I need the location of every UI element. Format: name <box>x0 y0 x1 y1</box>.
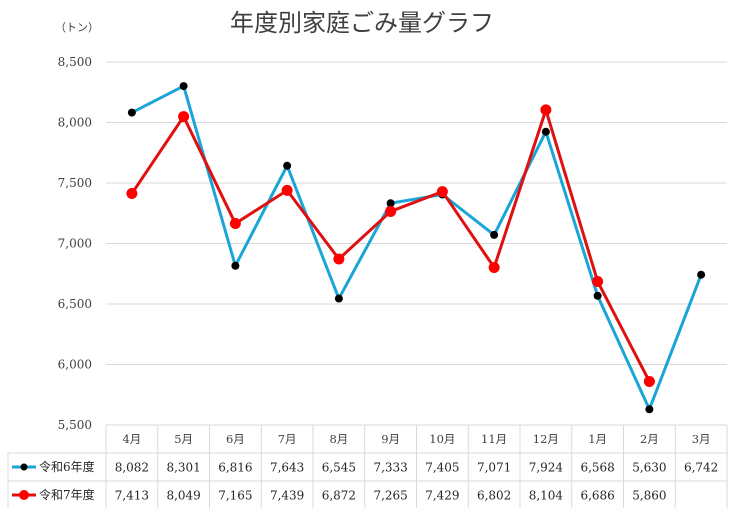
table-value-cell: 7,429 <box>425 489 459 503</box>
data-point <box>593 291 602 300</box>
x-category-label: 11月 <box>481 432 507 446</box>
data-point <box>334 294 343 303</box>
data-point <box>386 199 395 208</box>
data-point <box>645 405 654 414</box>
x-category-label: 1月 <box>588 432 607 446</box>
table-value-cell: 6,686 <box>580 489 614 503</box>
table-value-cell: 6,568 <box>580 461 614 475</box>
data-point <box>179 82 188 91</box>
x-category-label: 3月 <box>692 432 711 446</box>
gridlines <box>106 61 727 426</box>
legend-label: 令和6年度 <box>39 459 95 474</box>
table-value-cell: 8,301 <box>166 461 200 475</box>
data-point <box>229 218 241 230</box>
y-tick-label: 7,500 <box>58 176 92 190</box>
table-value-cell: 6,742 <box>684 461 718 475</box>
y-axis-tick-labels: 5,500 6,000 6,500 7,000 7,500 8,000 8,500 <box>58 55 92 432</box>
legend-label: 令和7年度 <box>39 487 95 502</box>
table-value-cell: 7,413 <box>115 489 149 503</box>
table-value-cell: 8,082 <box>115 461 149 475</box>
data-point <box>488 261 500 273</box>
series-lines <box>126 82 706 414</box>
data-point <box>231 261 240 270</box>
data-point <box>385 205 397 217</box>
table-value-cell: 7,924 <box>529 461 564 475</box>
table-value-cell: 5,630 <box>632 461 666 475</box>
data-point <box>697 270 706 279</box>
data-point <box>333 253 345 265</box>
y-tick-label: 8,000 <box>58 116 92 130</box>
legend-marker-key <box>20 463 28 471</box>
y-tick-label: 6,000 <box>58 358 92 372</box>
chart-title: 年度別家庭ごみ量グラフ <box>230 9 494 37</box>
x-category-label: 9月 <box>381 432 400 446</box>
series-line <box>131 84 703 411</box>
x-category-label: 5月 <box>174 432 193 446</box>
table-value-cell: 7,405 <box>425 461 459 475</box>
x-category-label: 10月 <box>429 432 455 446</box>
table-value-cell: 7,071 <box>477 461 511 475</box>
series-line <box>130 108 651 383</box>
table-value-cell: 7,439 <box>270 489 304 503</box>
table-value-cell: 7,265 <box>373 489 407 503</box>
table-value-cell: 8,049 <box>166 489 200 503</box>
data-point <box>643 375 655 387</box>
data-point <box>541 127 550 136</box>
x-category-label: 8月 <box>329 432 348 446</box>
table-value-cell: 7,643 <box>270 461 304 475</box>
y-tick-label: 6,500 <box>58 297 92 311</box>
table-value-cell: 6,802 <box>477 489 511 503</box>
data-point <box>126 188 138 200</box>
legend-marker-key <box>19 490 29 500</box>
x-category-label: 2月 <box>640 432 659 446</box>
table-value-cell: 6,816 <box>218 461 252 475</box>
y-tick-label: 7,000 <box>58 237 92 251</box>
data-point <box>178 111 190 123</box>
x-category-label: 7月 <box>278 432 297 446</box>
y-tick-label: 8,500 <box>58 55 92 69</box>
data-point <box>283 161 292 170</box>
data-point <box>127 108 136 117</box>
x-category-label: 6月 <box>226 432 245 446</box>
table-value-cell: 8,104 <box>529 489 564 503</box>
x-category-label: 12月 <box>533 432 559 446</box>
data-point <box>592 275 604 287</box>
x-category-label: 4月 <box>122 432 141 446</box>
table-value-cell: 6,545 <box>322 461 356 475</box>
data-point <box>436 186 448 198</box>
y-tick-label: 5,500 <box>58 418 92 432</box>
y-axis-unit-label: （トン） <box>55 21 99 34</box>
data-point <box>490 230 499 239</box>
data-point <box>540 104 552 116</box>
table-value-cell: 7,165 <box>218 489 252 503</box>
table-value-cell: 6,872 <box>322 489 356 503</box>
data-point <box>281 184 293 196</box>
table-value-cell: 5,860 <box>632 489 666 503</box>
table-value-cell: 7,333 <box>373 461 407 475</box>
